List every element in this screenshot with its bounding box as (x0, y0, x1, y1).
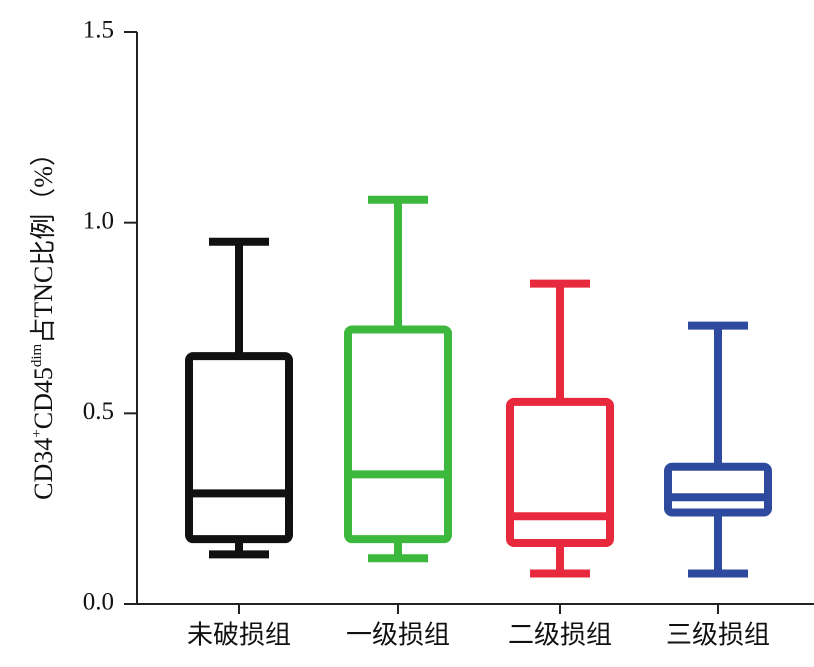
y-tick-label: 0.5 (83, 398, 114, 425)
y-label-part: + (29, 429, 45, 437)
y-axis-label: CD34+CD45dim占TNC比例（%） (29, 140, 58, 500)
x-tick-label: 一级损组 (346, 621, 450, 651)
y-label-part: CD45 (29, 367, 58, 429)
y-tick-label: 0.0 (83, 589, 114, 616)
x-tick-label: 三级损组 (666, 621, 770, 651)
box-group (506, 279, 614, 578)
box-group (664, 321, 772, 578)
box (664, 462, 772, 517)
y-label-part: dim (29, 343, 45, 367)
box-group (185, 237, 293, 559)
y-tick-label: 1.5 (83, 17, 114, 44)
box (506, 397, 614, 547)
y-tick-label: 1.0 (83, 207, 114, 234)
y-label-part: CD34 (29, 438, 58, 500)
x-tick-label: 二级损组 (508, 621, 612, 651)
y-label-part: 占TNC比例（%） (29, 140, 58, 344)
box (344, 325, 452, 544)
box (185, 352, 293, 544)
box-group (344, 195, 452, 563)
x-tick-label: 未破损组 (187, 621, 291, 651)
